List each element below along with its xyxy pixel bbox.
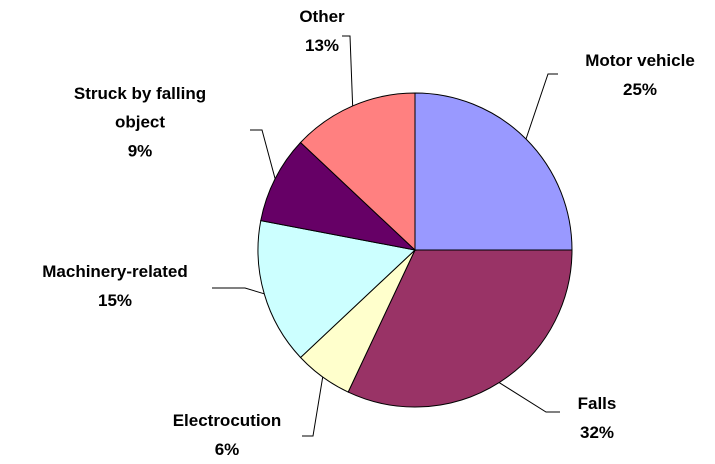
slice-value-label: 13% [305,36,339,55]
pie-slice [347,249,573,408]
pie-slice [257,219,417,359]
slice-label: Other [299,7,345,26]
pie-slice [414,92,573,251]
leader-line [302,376,324,437]
slice-value-label: 6% [215,440,240,459]
leader-line [525,73,558,140]
slice-label: Motor vehicle [585,51,695,70]
slice-label: Electrocution [173,411,282,430]
leader-line [212,287,265,295]
leader-line [342,35,354,106]
slice-value-label: 25% [623,80,657,99]
slice-label: Falls [578,394,617,413]
slice-value-label: 32% [580,423,614,442]
slice-value-label: 15% [98,291,132,310]
pie-slice [260,141,417,251]
slice-value-label: 9% [128,141,153,160]
pie-slice [299,92,416,252]
slice-label: Struck by falling object [74,84,206,132]
slice-label: Machinery-related [42,262,188,281]
leader-line [498,382,560,413]
leader-line [250,129,276,179]
